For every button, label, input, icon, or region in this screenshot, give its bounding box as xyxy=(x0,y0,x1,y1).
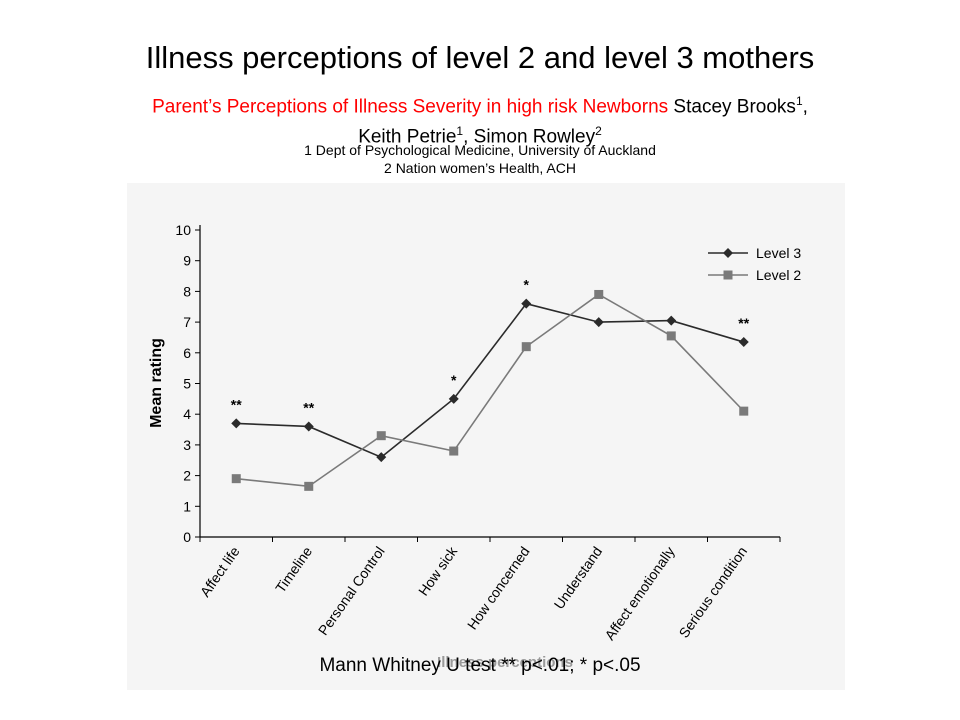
significance-marker: * xyxy=(524,277,530,293)
author3-affiliation-mark: 2 xyxy=(595,124,602,139)
significance-marker: ** xyxy=(738,315,749,331)
data-point-level-2 xyxy=(376,431,386,441)
x-tick-label: Serious condition xyxy=(675,544,750,641)
significance-footnote: Mann Whitney U test ** p<.01; * p<.05 xyxy=(319,655,641,676)
y-tick-label: 8 xyxy=(183,283,191,299)
x-axis-label: Illness perceptions xyxy=(437,654,573,671)
author-stacey-brooks: Stacey Brooks xyxy=(668,96,796,118)
author1-affiliation-mark: 1 xyxy=(795,94,803,108)
data-point-level-3 xyxy=(448,393,459,404)
y-tick-label: 4 xyxy=(183,406,191,422)
data-point-level-3 xyxy=(376,452,387,463)
chart-legend: Level 3 Level 2 xyxy=(708,245,801,283)
x-tick-label: How sick xyxy=(415,543,461,599)
y-tick-label: 9 xyxy=(183,253,191,269)
data-point-level-3 xyxy=(231,418,242,429)
y-tick-label: 5 xyxy=(183,376,191,392)
data-point-level-2 xyxy=(739,406,749,416)
y-tick-label: 2 xyxy=(183,468,191,484)
affiliation-1: 1 Dept of Psychological Medicine, Univer… xyxy=(304,142,656,158)
author-simon-rowley: , Simon Rowley xyxy=(463,126,596,148)
chart-marks: ** ****** xyxy=(231,277,750,491)
y-tick-label: 10 xyxy=(175,222,191,238)
data-point-level-2 xyxy=(594,289,604,299)
data-point-level-3 xyxy=(666,315,677,326)
slide-title: Illness perceptions of level 2 and level… xyxy=(145,40,815,75)
legend-label: Level 3 xyxy=(756,245,801,261)
data-point-level-3 xyxy=(521,298,532,309)
x-tick-label: Affect emotionally xyxy=(601,544,677,643)
scanned-figure-background xyxy=(127,183,845,690)
data-point-level-3 xyxy=(593,317,604,328)
data-point-level-2 xyxy=(304,481,314,491)
data-point-level-2 xyxy=(449,446,459,456)
y-tick-label: 0 xyxy=(183,529,191,545)
data-point-level-3 xyxy=(738,337,749,348)
series-line-level-3 xyxy=(236,302,744,459)
data-point-level-2 xyxy=(521,342,531,352)
x-tick-label: Understand xyxy=(551,544,606,612)
x-tick-label: Affect life xyxy=(197,543,243,599)
citation: Parent’s Perceptions of Illness Severity… xyxy=(40,89,920,150)
y-axis-label: Mean rating xyxy=(148,338,165,428)
significance-marker: ** xyxy=(231,396,242,412)
significance-marker: ** xyxy=(303,399,314,415)
legend-label: Level 2 xyxy=(756,267,801,283)
author-separator: , xyxy=(802,96,808,118)
author2-affiliation-mark: 1 xyxy=(456,124,464,139)
significance-marker: * xyxy=(451,372,457,388)
paper-title: Parent’s Perceptions of Illness Severity… xyxy=(152,96,669,118)
y-tick-label: 6 xyxy=(183,345,191,361)
chart-axes: 0 1 2 3 4 5 6 7 8 9 10 Mean rating Affect life Timeli… xyxy=(148,222,781,671)
y-tick-label: 7 xyxy=(183,314,191,330)
data-point-level-2 xyxy=(231,474,241,484)
legend-marker-square xyxy=(723,270,733,280)
x-tick-label: Personal Control xyxy=(315,544,388,639)
data-point-level-2 xyxy=(666,331,676,341)
legend-marker-diamond xyxy=(723,248,733,258)
affiliation-2: 2 Nation women’s Health, ACH xyxy=(384,160,576,176)
x-tick-label: Timeline xyxy=(272,543,315,595)
author-keith-petrie: Keith Petrie xyxy=(358,126,457,148)
y-tick-label: 3 xyxy=(183,437,191,453)
y-tick-label: 1 xyxy=(183,498,191,514)
x-tick-label: How concerned xyxy=(464,544,533,633)
data-point-level-3 xyxy=(303,421,314,432)
series-line-level-2 xyxy=(236,293,745,488)
